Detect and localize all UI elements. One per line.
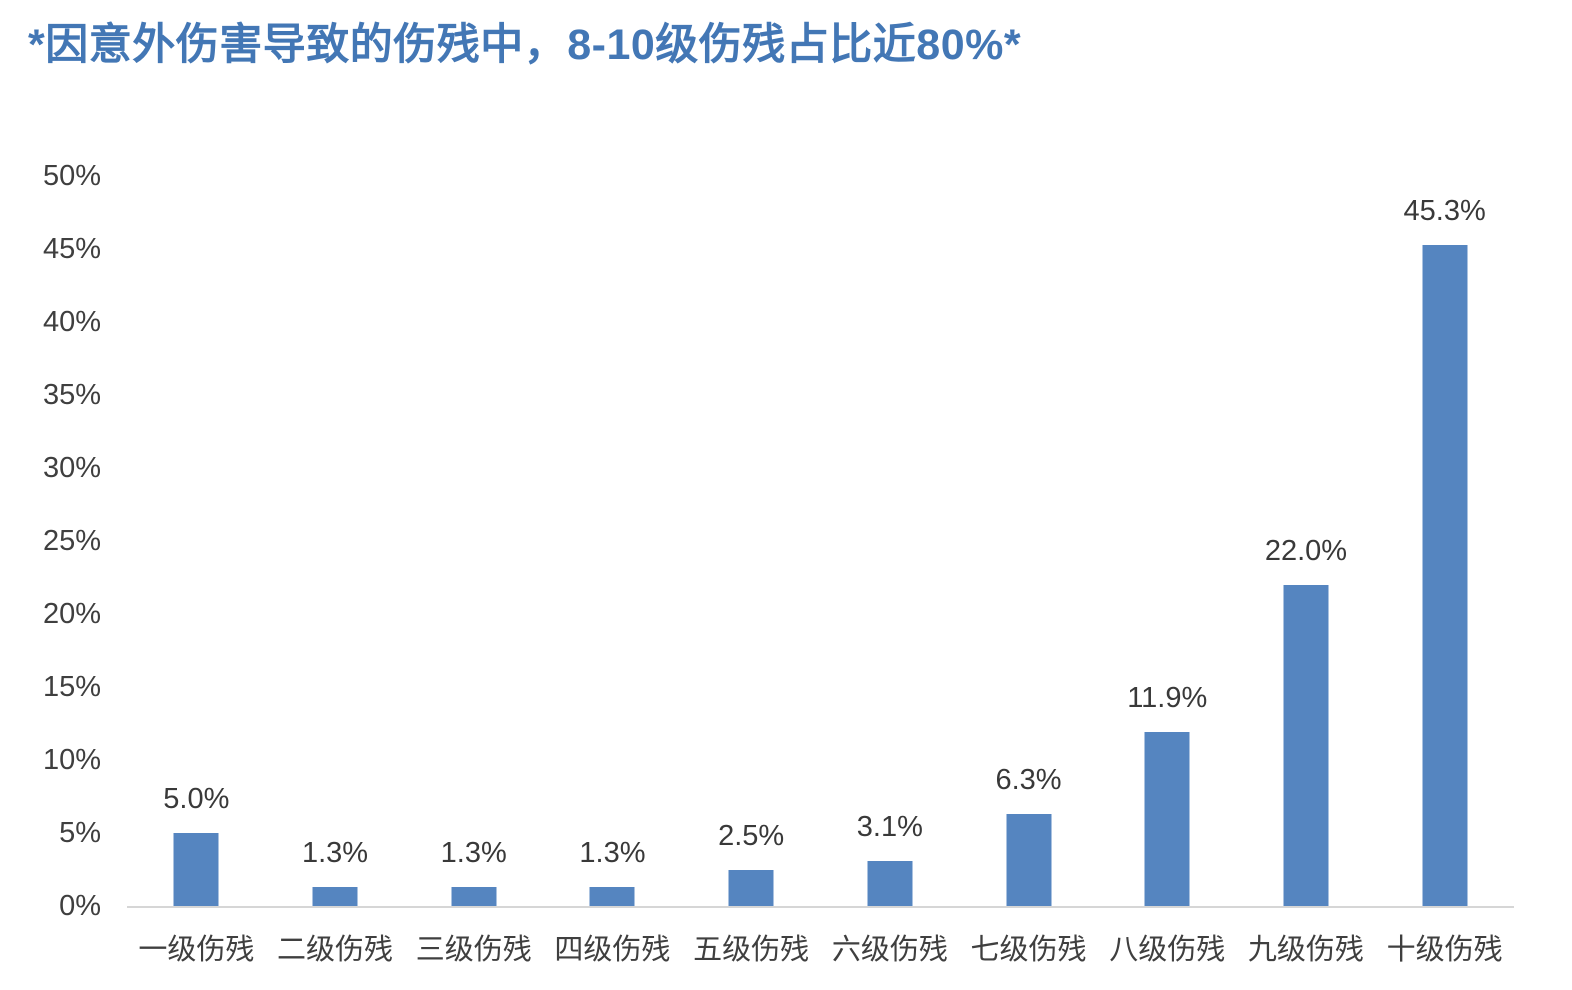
- x-axis-category-label: 一级伤残: [138, 934, 255, 966]
- bar-slot: 1.3%: [266, 176, 405, 906]
- bar: [1422, 244, 1468, 906]
- x-axis-category-label: 十级伤残: [1386, 934, 1503, 966]
- x-axis-category-label: 四级伤残: [554, 934, 671, 966]
- plot-area: 5.0% 1.3% 1.3% 1.3% 2.5% 3.1% 6.3% 11.9% 22.0% 45…: [127, 176, 1514, 908]
- x-axis-category-label: 二级伤残: [277, 934, 394, 966]
- x-axis-category-label: 六级伤残: [831, 934, 948, 966]
- bar-value-label: 22.0%: [1264, 534, 1348, 567]
- y-axis-tick-label: 5%: [59, 817, 101, 849]
- bar-value-label: 2.5%: [718, 819, 785, 852]
- bar: [1283, 584, 1329, 906]
- bar-value-label: 11.9%: [1127, 682, 1208, 715]
- bar: [173, 833, 219, 906]
- bar-slot: 3.1%: [821, 176, 960, 906]
- y-axis-tick-label: 35%: [42, 379, 101, 411]
- x-axis-category-label: 五级伤残: [693, 934, 810, 966]
- bar-slot: 11.9%: [1098, 176, 1237, 906]
- bar-value-label: 1.3%: [579, 837, 646, 870]
- bar: [451, 887, 497, 906]
- bar-slot: 1.3%: [543, 176, 682, 906]
- y-axis-tick-label: 40%: [42, 306, 101, 338]
- y-axis-tick-label: 30%: [42, 452, 101, 484]
- bar: [728, 869, 774, 906]
- x-axis-category-label: 七级伤残: [970, 934, 1087, 966]
- y-axis-tick-label: 45%: [42, 233, 101, 265]
- bar-slot: 5.0%: [127, 176, 266, 906]
- y-axis-tick-label: 10%: [42, 744, 101, 776]
- x-axis-baseline: [127, 906, 1514, 908]
- bar-value-label: 1.3%: [440, 837, 507, 870]
- bar: [589, 887, 635, 906]
- x-axis-category-label: 三级伤残: [415, 934, 532, 966]
- y-axis-tick-label: 20%: [42, 598, 101, 630]
- bar: [1144, 732, 1190, 906]
- chart-title: *因意外伤害导致的伤残中，8-10级伤残占比近80%*: [28, 21, 1022, 69]
- x-axis-category-label: 九级伤残: [1247, 934, 1364, 966]
- bar: [1006, 814, 1052, 906]
- bar-slot: 1.3%: [404, 176, 543, 906]
- bar-value-label: 45.3%: [1403, 194, 1486, 227]
- bar-slot: 6.3%: [959, 176, 1098, 906]
- y-axis-tick-label: 15%: [42, 671, 101, 703]
- bar-slot: 22.0%: [1237, 176, 1376, 906]
- y-axis-tick-label: 50%: [42, 160, 101, 192]
- bar: [867, 860, 913, 906]
- bar-value-label: 6.3%: [995, 764, 1062, 797]
- bar-value-label: 3.1%: [856, 810, 923, 843]
- bar-slot: 2.5%: [682, 176, 821, 906]
- bar-value-label: 5.0%: [163, 783, 230, 815]
- bar-slot: 45.3%: [1375, 176, 1514, 906]
- y-axis-tick-label: 25%: [42, 525, 101, 557]
- x-axis-category-label: 八级伤残: [1109, 934, 1226, 966]
- y-axis-tick-label: 0%: [59, 890, 101, 922]
- bar-value-label: 1.3%: [301, 837, 369, 870]
- bar: [312, 887, 358, 906]
